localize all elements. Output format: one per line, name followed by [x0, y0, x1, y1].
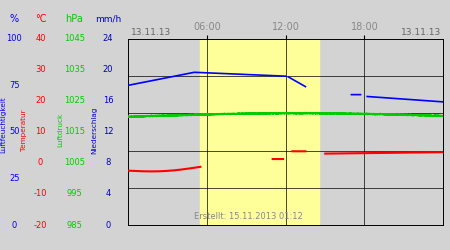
Text: -20: -20	[34, 220, 47, 230]
Text: 75: 75	[9, 81, 20, 90]
Text: 20: 20	[103, 65, 113, 74]
Text: 13.11.13: 13.11.13	[130, 28, 171, 37]
Text: Luftfeuchtigkeit: Luftfeuchtigkeit	[0, 96, 6, 153]
Bar	[200, 39, 319, 225]
Text: 12: 12	[103, 128, 113, 136]
Text: 10: 10	[35, 128, 46, 136]
Text: 24: 24	[103, 34, 113, 43]
Text: 25: 25	[9, 174, 20, 183]
Text: Luftdruck: Luftdruck	[57, 113, 63, 147]
Text: 1005: 1005	[64, 158, 85, 168]
Text: mm/h: mm/h	[95, 14, 121, 23]
Text: Niederschlag: Niederschlag	[91, 106, 98, 154]
Text: 1045: 1045	[64, 34, 85, 43]
Text: 40: 40	[35, 34, 46, 43]
Text: Erstellt: 15.11.2013 01:12: Erstellt: 15.11.2013 01:12	[194, 212, 302, 221]
Text: 4: 4	[105, 190, 111, 198]
Text: 995: 995	[67, 190, 82, 198]
Text: %: %	[10, 14, 19, 24]
Text: 20: 20	[35, 96, 46, 105]
Text: 30: 30	[35, 65, 46, 74]
Text: 0: 0	[38, 158, 43, 168]
Text: 985: 985	[66, 220, 82, 230]
Text: 16: 16	[103, 96, 113, 105]
Text: 1035: 1035	[64, 65, 85, 74]
Text: 1015: 1015	[64, 128, 85, 136]
Text: 0: 0	[105, 220, 111, 230]
Text: 100: 100	[6, 34, 22, 43]
Text: 0: 0	[12, 220, 17, 230]
Text: °C: °C	[35, 14, 46, 24]
Text: 13.11.13: 13.11.13	[401, 28, 441, 37]
Text: 1025: 1025	[64, 96, 85, 105]
Text: 50: 50	[9, 128, 20, 136]
Text: 8: 8	[105, 158, 111, 168]
Text: -10: -10	[34, 190, 47, 198]
Text: Temperatur: Temperatur	[21, 109, 27, 151]
Text: hPa: hPa	[65, 14, 83, 24]
